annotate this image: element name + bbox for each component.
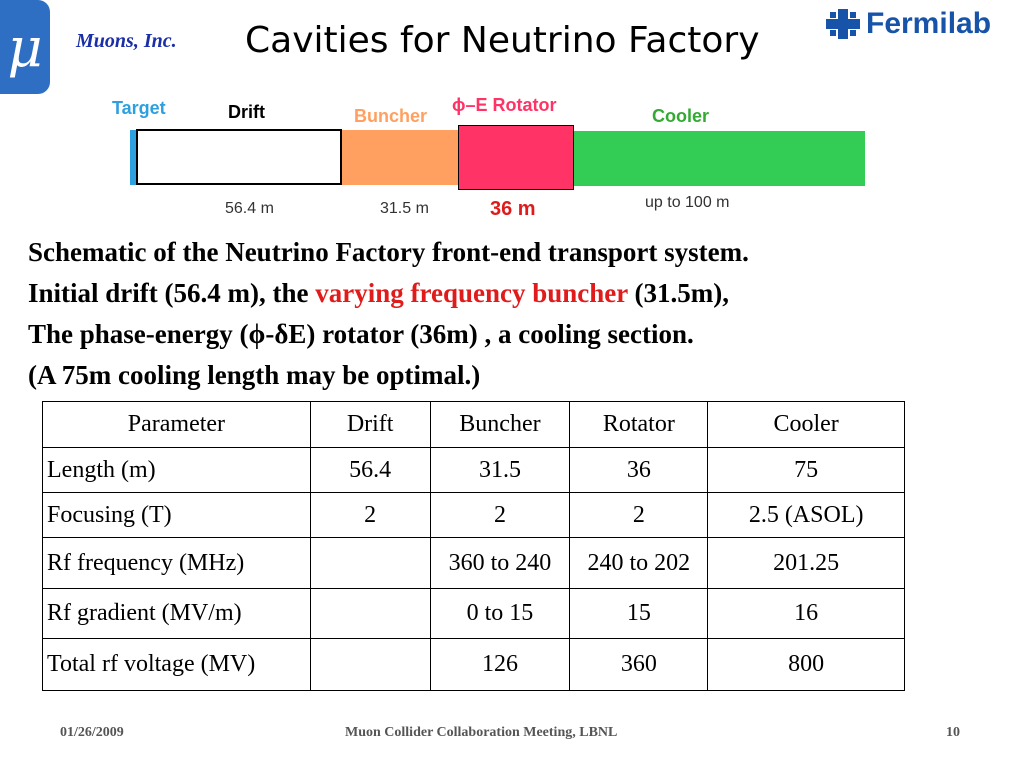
- segment-label-target: Target: [112, 98, 166, 118]
- header-cell: Drift: [309, 401, 431, 448]
- segment-label-drift: Drift: [228, 102, 265, 122]
- table-cell: Focusing (T): [42, 492, 311, 538]
- drift-bar: [136, 129, 342, 185]
- footer-event: Muon Collider Collaboration Meeting, LBN…: [345, 725, 618, 740]
- segment-label-cooler: Cooler: [652, 106, 710, 126]
- table-cell: 2: [309, 492, 431, 538]
- header-cell: Parameter: [42, 401, 311, 448]
- table-cell: 126: [429, 638, 571, 691]
- length-label-buncher: 31.5 m: [380, 200, 429, 217]
- table-cell: 75: [707, 447, 905, 493]
- parameter-table: Parameter Drift Buncher Rotator Cooler L…: [42, 401, 905, 691]
- table-cell: 16: [707, 588, 905, 639]
- description-line-2-start: Initial drift (56.4 m), the: [28, 278, 316, 308]
- muons-inc-logo: μ: [0, 0, 50, 94]
- table-cell: 36: [569, 447, 709, 493]
- table-cell: 201.25: [707, 537, 905, 589]
- table-cell: Total rf voltage (MV): [42, 638, 311, 691]
- table-cell: 15: [569, 588, 709, 639]
- table-cell: [309, 537, 431, 589]
- segment-label-rotator: ϕ–E Rotator: [452, 95, 557, 115]
- fermilab-wordmark: Fermilab: [866, 7, 992, 40]
- table-cell: [309, 638, 431, 691]
- header-cell: Rotator: [569, 401, 709, 448]
- table-cell: 2: [429, 492, 571, 538]
- table-cell: 800: [707, 638, 905, 691]
- length-label-rotator: 36 m: [490, 198, 536, 220]
- table-cell: 56.4: [309, 447, 431, 493]
- fermilab-logo: Fermilab: [826, 5, 991, 43]
- mu-glyph: μ: [7, 15, 43, 79]
- table-header-row: Parameter Drift Buncher Rotator Cooler: [42, 401, 905, 448]
- table-cell: 360 to 240: [429, 537, 571, 589]
- table-row: Rf gradient (MV/m) 0 to 15 15 16: [42, 588, 905, 639]
- description-line-1: Schematic of the Neutrino Factory front-…: [28, 237, 749, 267]
- description: Schematic of the Neutrino Factory front-…: [28, 232, 1008, 396]
- table-cell: 2: [569, 492, 709, 538]
- cooler-bar: [573, 131, 865, 186]
- table-cell: Rf gradient (MV/m): [42, 588, 311, 639]
- description-line-3: The phase-energy (ϕ-δE) rotator (36m) , …: [28, 319, 694, 349]
- fermilab-mark-icon: [826, 9, 860, 39]
- description-line-2: Initial drift (56.4 m), the varying freq…: [28, 273, 1008, 314]
- length-label-cooler: up to 100 m: [645, 194, 730, 211]
- table-cell: 360: [569, 638, 709, 691]
- target-bar: [130, 130, 138, 185]
- table-cell: 31.5: [429, 447, 571, 493]
- rotator-bar: [458, 125, 574, 190]
- description-line-4: (A 75m cooling length may be optimal.): [28, 360, 481, 390]
- table-row: Focusing (T) 2 2 2 2.5 (ASOL): [42, 492, 905, 538]
- table-row: Length (m) 56.4 31.5 36 75: [42, 447, 905, 493]
- table-cell: 2.5 (ASOL): [707, 492, 905, 538]
- table-row: Total rf voltage (MV) 126 360 800: [42, 638, 905, 691]
- segment-label-buncher: Buncher: [354, 106, 428, 126]
- org-name: Muons, Inc.: [76, 30, 177, 52]
- description-line-2-end: (31.5m),: [627, 278, 729, 308]
- buncher-bar: [342, 130, 458, 185]
- length-label-drift: 56.4 m: [225, 200, 274, 217]
- table-cell: 0 to 15: [429, 588, 571, 639]
- footer-page-number: 10: [946, 725, 960, 740]
- header-cell: Cooler: [707, 401, 905, 448]
- highlight-buncher: varying frequency buncher: [315, 278, 628, 308]
- table-row: Rf frequency (MHz) 360 to 240 240 to 202…: [42, 537, 905, 589]
- table-cell: Length (m): [42, 447, 311, 493]
- table-cell: [309, 588, 431, 639]
- header-cell: Buncher: [429, 401, 571, 448]
- slide-title: Cavities for Neutrino Factory: [245, 20, 760, 61]
- table-cell: 240 to 202: [569, 537, 709, 589]
- table-cell: Rf frequency (MHz): [42, 537, 311, 589]
- footer-date: 01/26/2009: [60, 725, 124, 740]
